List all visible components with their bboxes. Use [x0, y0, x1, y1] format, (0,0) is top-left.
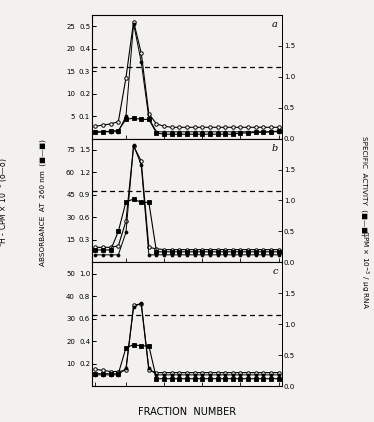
- Text: $^{3}$H - CPM × 10$^{-3}$ (o—o): $^{3}$H - CPM × 10$^{-3}$ (o—o): [0, 158, 10, 247]
- Text: CPM × 10$^{-3}$ / μg RNA: CPM × 10$^{-3}$ / μg RNA: [359, 230, 371, 310]
- Text: ABSORBANCE  AT  260 nm  (■—■): ABSORBANCE AT 260 nm (■—■): [40, 139, 46, 266]
- Text: SPECIFIC  ACTIVITY  (■—■): SPECIFIC ACTIVITY (■—■): [361, 136, 368, 235]
- Text: a: a: [272, 20, 278, 29]
- Text: FRACTION  NUMBER: FRACTION NUMBER: [138, 407, 236, 417]
- Text: b: b: [272, 143, 278, 152]
- Text: c: c: [272, 267, 278, 276]
